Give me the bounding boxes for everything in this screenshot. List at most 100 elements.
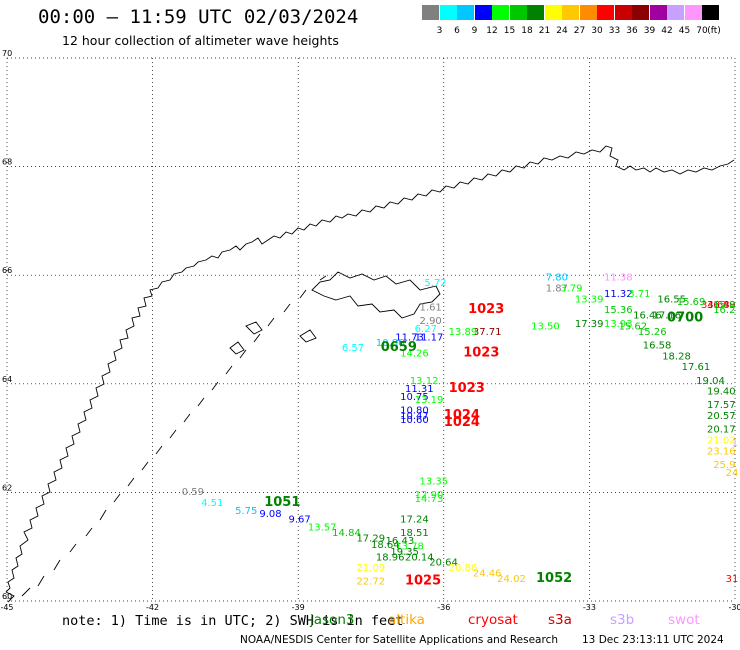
wave-height-value: 14.26 [400, 349, 429, 360]
wave-height-value: 11.38 [604, 273, 633, 284]
wave-height-value: 1.87 [546, 283, 568, 294]
color-swatch [614, 5, 632, 20]
color-swatch [492, 5, 509, 20]
longitude-tick-label: -45 [0, 603, 13, 612]
color-scale-label: 45 [678, 26, 691, 36]
wave-height-value: 18.96 [376, 552, 405, 563]
wave-height-value: 19.35 [390, 547, 419, 558]
wave-height-value: 15.69 [677, 297, 706, 308]
wave-height-value: 16.2 [713, 305, 735, 316]
page-subtitle: 12 hour collection of altimeter wave hei… [62, 33, 339, 48]
greenland-coastline [5, 145, 735, 603]
wave-height-value: 17.29 [356, 533, 385, 544]
wave-height-value: 4.51 [201, 498, 223, 509]
wave-height-value: 17.16 [652, 311, 681, 322]
wave-height-value: 15.26 [638, 327, 667, 338]
wave-height-value: 0.59 [182, 487, 204, 498]
wave-height-value: 15.36 [604, 305, 633, 316]
wave-height-value: 14.84 [332, 528, 361, 539]
color-scale-label: 24 [556, 26, 568, 36]
color-swatch [667, 5, 684, 20]
pass-time-label: 1024 [444, 408, 480, 423]
wave-height-value: 16.58 [643, 341, 672, 352]
wave-height-value: 17.24 [400, 514, 429, 525]
wave-height-value: 10.47 [400, 411, 429, 422]
wave-height-value: 14.73 [415, 494, 444, 505]
color-swatch [702, 5, 719, 20]
wave-height-value: 13.93 [604, 319, 633, 330]
color-swatch [632, 5, 649, 20]
color-swatch [684, 5, 702, 20]
wave-height-value: 3.79 [560, 283, 582, 294]
wave-height-value: 1.61 [420, 302, 442, 313]
color-scale-unit: (ft) [707, 26, 721, 36]
pass-time-label: 1025 [405, 574, 441, 589]
wave-height-value: 11.17 [415, 332, 444, 343]
wave-height-value: 1 [732, 438, 738, 449]
legend-item-swot: swot [668, 612, 700, 628]
latitude-tick-label: 60 [2, 592, 12, 601]
pass-time-label: 1051 [264, 495, 300, 510]
wave-height-value: 18.28 [662, 351, 691, 362]
wave-height-value: 6.27 [415, 324, 437, 335]
color-scale-label: 39 [643, 26, 656, 36]
page-title: 00:00 – 11:59 UTC 02/03/2024 [38, 6, 359, 28]
color-scale-label: 3 [436, 26, 443, 36]
color-swatch [544, 5, 562, 20]
wave-height-value: 15.8 [713, 300, 735, 311]
pass-time-label: 1024 [444, 415, 480, 430]
legend-item-s3a: s3a [548, 612, 572, 628]
wave-height-value: 20.64 [429, 558, 458, 569]
wave-height-value: 21.09 [356, 563, 385, 574]
wave-height-value: 13.12 [410, 376, 439, 387]
wave-height-value: 16.55 [657, 294, 686, 305]
wave-height-value: 24 [726, 468, 739, 479]
wave-height-value: 17.57 [707, 400, 736, 411]
wave-height-value: 20.17 [707, 425, 736, 436]
wave-height-value: 5.72 [424, 278, 446, 289]
legend-item-s3b: s3b [610, 612, 635, 628]
color-swatch [597, 5, 614, 20]
wave-height-value: 11.73 [395, 332, 424, 343]
color-scale-label: 15 [503, 26, 516, 36]
wave-height-value: 10.75 [400, 392, 429, 403]
wave-height-value: 31 [726, 574, 739, 585]
wave-height-value: 13.19 [415, 395, 444, 406]
wave-height-value: 37.71 [473, 327, 502, 338]
wave-height-value: 21.02 [707, 436, 736, 447]
pass-time-label: 1023 [463, 346, 499, 361]
wave-height-value: 2.90 [420, 316, 442, 327]
legend-item-jason3: jason3 [310, 612, 355, 628]
color-swatch [579, 5, 597, 20]
color-swatch [422, 5, 439, 20]
wave-height-value: 15.62 [619, 322, 648, 333]
color-swatch [439, 5, 457, 20]
axis-labels: -45 -42 -39 -36 -33 -30 70 68 66 64 62 60 [0, 49, 740, 612]
graticule [6, 57, 736, 602]
color-scale-label: 36 [626, 26, 638, 36]
legend-item-altika: altika [388, 612, 425, 628]
wave-height-value: 9.67 [288, 514, 310, 525]
color-scale-label: 9 [471, 26, 478, 36]
wave-height-value: 25.9 [713, 460, 735, 471]
pass-time-label: 1052 [536, 571, 572, 586]
wave-height-value: 3.71 [628, 289, 650, 300]
credit-text: NOAA/NESDIS Center for Satellite Applica… [240, 634, 558, 646]
pass-time-label: 0659 [381, 340, 417, 355]
latitude-tick-label: 66 [2, 266, 12, 275]
wave-height-value: 10.80 [400, 406, 429, 417]
pass-time-label: 0700 [667, 310, 703, 325]
wave-height-value: 13.50 [531, 322, 560, 333]
wave-height-value: 17.61 [682, 362, 711, 373]
color-swatch [509, 5, 527, 20]
color-scale-label: 42 [661, 26, 673, 36]
footer-note: note: 1) Time is in UTC; 2) SWH is in fe… [62, 613, 404, 629]
color-scale-label: 6 [454, 26, 460, 36]
wave-height-value: 20.57 [707, 411, 736, 422]
pass-time-label: 1023 [449, 381, 485, 396]
wave-height-value: 13.89 [449, 327, 478, 338]
color-scale-label: 21 [538, 26, 551, 36]
